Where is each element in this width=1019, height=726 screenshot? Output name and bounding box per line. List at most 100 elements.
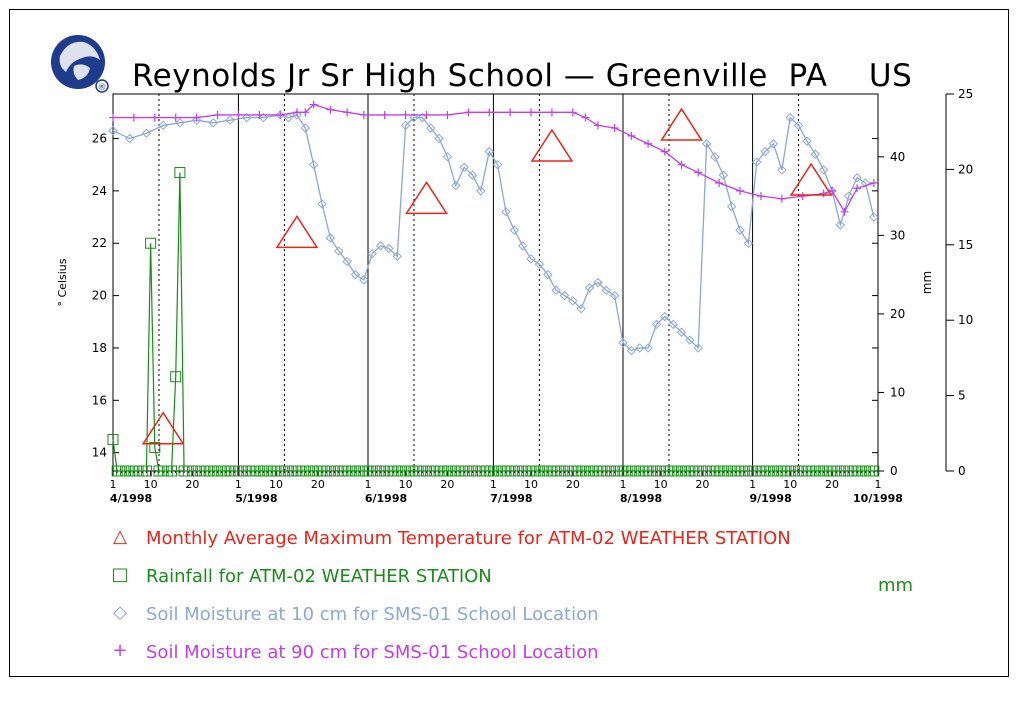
soil-90cm-point — [644, 139, 653, 148]
diamond-marker-icon: ◇ — [113, 602, 127, 623]
y-right-tick-label: 0 — [958, 464, 966, 478]
soil-10cm-point — [869, 212, 879, 222]
x-tick-label: 1 — [235, 478, 242, 491]
soil-90cm-point — [276, 110, 285, 119]
soil-10cm-point — [342, 256, 352, 267]
soil-10cm-point — [125, 133, 135, 144]
temperature-point — [141, 411, 185, 445]
soil-90cm-point — [828, 186, 837, 195]
x-tick-label: 20 — [566, 478, 580, 491]
soil-90cm-point — [756, 192, 765, 201]
x-tick-label: 20 — [185, 478, 199, 491]
soil-10cm-point — [810, 149, 821, 159]
soil-10cm-point — [593, 277, 603, 288]
y-right-tick-label: 10 — [958, 313, 973, 327]
soil-10cm-point — [701, 139, 712, 149]
soil-10cm-point — [860, 178, 871, 188]
soil-90cm-point — [798, 192, 807, 201]
soil-90cm-point — [359, 110, 368, 119]
soil-90cm-point — [422, 110, 431, 119]
soil-10cm-point — [108, 125, 118, 136]
soil-90cm-point — [677, 160, 686, 169]
soil-90cm-point — [255, 110, 264, 119]
soil-90cm-point — [593, 121, 602, 130]
plus-marker-icon: + — [112, 640, 128, 661]
rainfall-point — [107, 434, 119, 446]
soil-10cm-point — [609, 290, 620, 301]
legend-label-temperature: Monthly Average Maximum Temperature for … — [146, 528, 791, 549]
soil-10cm-point — [760, 146, 770, 157]
soil-10cm-point — [643, 343, 653, 353]
soil-10cm-point — [225, 115, 235, 125]
x-tick-label: 20 — [311, 478, 325, 491]
soil-10cm-point — [350, 269, 361, 280]
temperature-point — [789, 162, 833, 196]
soil-10cm-point — [459, 162, 469, 173]
x-month-label: 5/1998 — [235, 492, 277, 505]
soil-90cm-point — [736, 186, 745, 195]
soil-10cm-point — [635, 343, 645, 353]
soil-10cm-point — [618, 338, 628, 348]
soil-10cm-point — [409, 112, 419, 123]
soil-90cm-point — [819, 189, 828, 198]
legend-item-soil-90cm: + Soil Moisture at 90 cm for SMS-01 Scho… — [110, 640, 598, 726]
x-tick-label: 10 — [269, 478, 283, 491]
x-tick-label: 1 — [490, 478, 497, 491]
soil-90cm-point — [234, 110, 243, 119]
x-month-label: 7/1998 — [490, 492, 532, 505]
soil-90cm-point — [715, 179, 724, 188]
soil-10cm-point — [785, 112, 795, 123]
soil-90cm-point — [869, 179, 878, 188]
soil-90cm-point — [568, 108, 577, 117]
soil-10cm-point — [317, 199, 327, 209]
soil-90cm-point — [171, 113, 180, 122]
x-tick-label: 20 — [440, 478, 454, 491]
soil-10cm-line — [112, 114, 875, 352]
soil-10cm-point — [442, 152, 453, 162]
x-tick-label: 10 — [144, 478, 158, 491]
x-tick-label: 10 — [524, 478, 538, 491]
legend-item-soil-10cm: ◇ Soil Moisture at 10 cm for SMS-01 Scho… — [110, 602, 598, 688]
soil-10cm-point — [367, 248, 377, 259]
legend-label-soil-10cm: Soil Moisture at 10 cm for SMS-01 School… — [146, 604, 599, 625]
legend-label-rainfall: Rainfall for ATM-02 WEATHER STATION — [146, 566, 492, 587]
soil-90cm-point — [627, 131, 636, 140]
soil-10cm-point — [793, 120, 804, 131]
soil-10cm-point — [467, 170, 478, 180]
x-month-label: 9/1998 — [749, 492, 791, 505]
soil-10cm-point — [375, 241, 386, 251]
x-tick-label: 1 — [749, 478, 756, 491]
x-tick-label: 1 — [875, 478, 882, 491]
x-tick-label: 10 — [783, 478, 797, 491]
y-mid-axis-label: mm — [920, 271, 934, 294]
soil-90cm-point — [527, 108, 536, 117]
y-left-tick-label: 24 — [92, 184, 107, 198]
rainfall-point — [170, 371, 182, 383]
plot-area — [112, 93, 879, 472]
rainfall-point — [149, 441, 161, 453]
soil-10cm-point — [501, 207, 511, 217]
legend-item-rainfall: □ Rainfall for ATM-02 WEATHER STATION — [110, 564, 491, 650]
x-tick-label: 1 — [365, 478, 372, 491]
temperature-point — [530, 128, 574, 162]
soil-90cm-point — [326, 105, 335, 114]
soil-10cm-point — [710, 152, 720, 162]
soil-10cm-point — [359, 275, 369, 285]
temperature-point — [405, 180, 448, 215]
x-month-label: 4/1998 — [110, 492, 152, 505]
soil-10cm-point — [509, 225, 520, 235]
triangle-marker-icon: △ — [113, 526, 127, 547]
soil-10cm-point — [601, 285, 611, 296]
y-mid-tick-label: 10 — [890, 385, 905, 399]
y-left-tick-label: 14 — [92, 446, 107, 460]
soil-10cm-point — [392, 251, 402, 262]
soil-10cm-point — [626, 345, 637, 356]
square-marker-icon: □ — [111, 564, 129, 585]
soil-10cm-point — [484, 146, 494, 157]
registered-mark: ® — [98, 83, 107, 93]
soil-90cm-point — [301, 108, 310, 117]
soil-90cm-point — [777, 194, 786, 203]
rainfall-point — [145, 237, 157, 249]
soil-10cm-point — [476, 186, 486, 196]
legend-label-soil-90cm: Soil Moisture at 90 cm for SMS-01 School… — [146, 642, 599, 663]
